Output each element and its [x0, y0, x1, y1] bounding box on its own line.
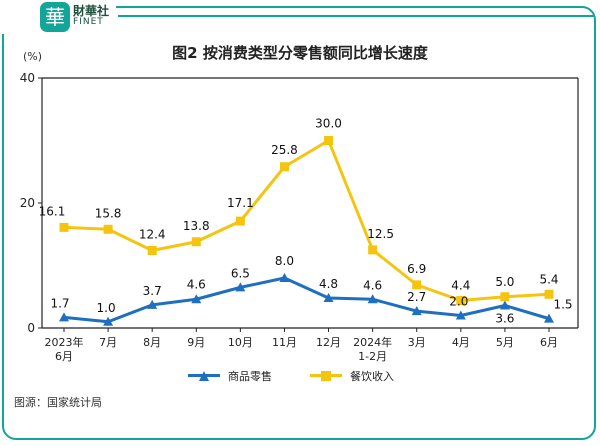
y-tick-label: 20	[20, 196, 35, 210]
x-tick-label: 12月	[316, 336, 341, 349]
data-point	[499, 300, 510, 310]
data-point	[544, 313, 554, 323]
data-point	[103, 224, 113, 234]
x-tick-label: 1-2月	[358, 350, 387, 363]
data-label: 12.5	[367, 227, 394, 241]
data-point	[279, 162, 289, 172]
series-line-1	[63, 139, 550, 302]
x-tick-label: 2023年	[45, 335, 84, 349]
x-tick-label: 11月	[272, 336, 297, 349]
data-point	[456, 296, 466, 305]
data-label: 17.1	[227, 196, 254, 210]
data-label: 5.4	[539, 272, 558, 286]
data-point	[324, 136, 334, 145]
data-point	[412, 280, 422, 290]
data-point	[59, 222, 69, 232]
data-label: 4.8	[319, 277, 338, 291]
y-tick-label: 40	[20, 71, 35, 85]
series-line-0	[63, 276, 550, 324]
x-tick-label: 5月	[496, 336, 514, 349]
x-tick-label: 6月	[55, 350, 73, 363]
data-label: 4.6	[187, 277, 206, 291]
data-point	[323, 293, 334, 302]
data-label: 4.4	[451, 279, 470, 293]
data-label: 1.0	[97, 301, 116, 315]
x-tick-label: 6月	[540, 336, 558, 349]
data-label: 12.4	[139, 228, 166, 242]
x-tick-label: 3月	[408, 336, 426, 349]
card-frame	[2, 6, 596, 440]
data-point	[103, 316, 114, 326]
x-tick-label: 7月	[99, 336, 117, 349]
data-label: 2.0	[449, 295, 468, 309]
seal-icon: 華	[40, 2, 70, 32]
data-point	[411, 306, 422, 316]
data-label: 30.0	[315, 117, 342, 131]
brand-name-cn: 財華社	[73, 4, 110, 18]
data-label: 5.0	[495, 275, 514, 289]
legend-label-goods: 商品零售	[228, 370, 272, 383]
data-point	[147, 246, 157, 255]
data-point	[368, 245, 378, 255]
x-tick-label: 8月	[143, 336, 161, 349]
data-point	[367, 294, 378, 304]
data-point	[544, 289, 554, 299]
data-label: 25.8	[271, 143, 298, 157]
data-label: 6.5	[231, 266, 250, 280]
source-note: 图源：国家统计局	[14, 396, 102, 409]
data-label: 3.7	[143, 284, 162, 298]
x-tick-label: 10月	[228, 336, 253, 349]
data-point	[191, 237, 201, 247]
data-label: 16.1	[39, 204, 66, 218]
x-tick-label: 9月	[187, 336, 205, 349]
y-axis-unit: (%)	[23, 50, 43, 63]
x-tick-label: 2024年	[353, 335, 392, 349]
data-label: 2.7	[407, 290, 426, 304]
data-label: 6.9	[407, 262, 426, 276]
data-point	[59, 312, 69, 322]
triangle-marker-icon	[199, 371, 209, 381]
brand-name-en: FINET	[73, 17, 104, 27]
data-point	[279, 273, 290, 282]
data-point	[455, 310, 466, 320]
data-label: 1.7	[50, 296, 69, 310]
data-point	[191, 294, 202, 304]
legend-label-catering: 餐饮收入	[350, 370, 394, 383]
data-label: 13.8	[183, 219, 210, 233]
data-label: 3.6	[495, 312, 514, 326]
x-tick-label: 4月	[452, 336, 470, 349]
data-label: 4.6	[363, 278, 382, 292]
y-tick-label: 0	[27, 321, 35, 335]
data-point	[500, 292, 510, 302]
data-point	[235, 282, 246, 292]
data-label: 1.5	[553, 298, 572, 312]
data-label: 15.8	[95, 206, 122, 220]
data-point	[235, 216, 245, 226]
logo: 華 財華社 FINET	[0, 0, 116, 34]
square-marker-icon	[321, 371, 331, 381]
header-rule	[118, 15, 594, 17]
data-label: 8.0	[275, 254, 294, 268]
chart-title: 图2 按消费类型分零售额同比增长速度	[172, 44, 428, 62]
data-point	[147, 299, 158, 309]
